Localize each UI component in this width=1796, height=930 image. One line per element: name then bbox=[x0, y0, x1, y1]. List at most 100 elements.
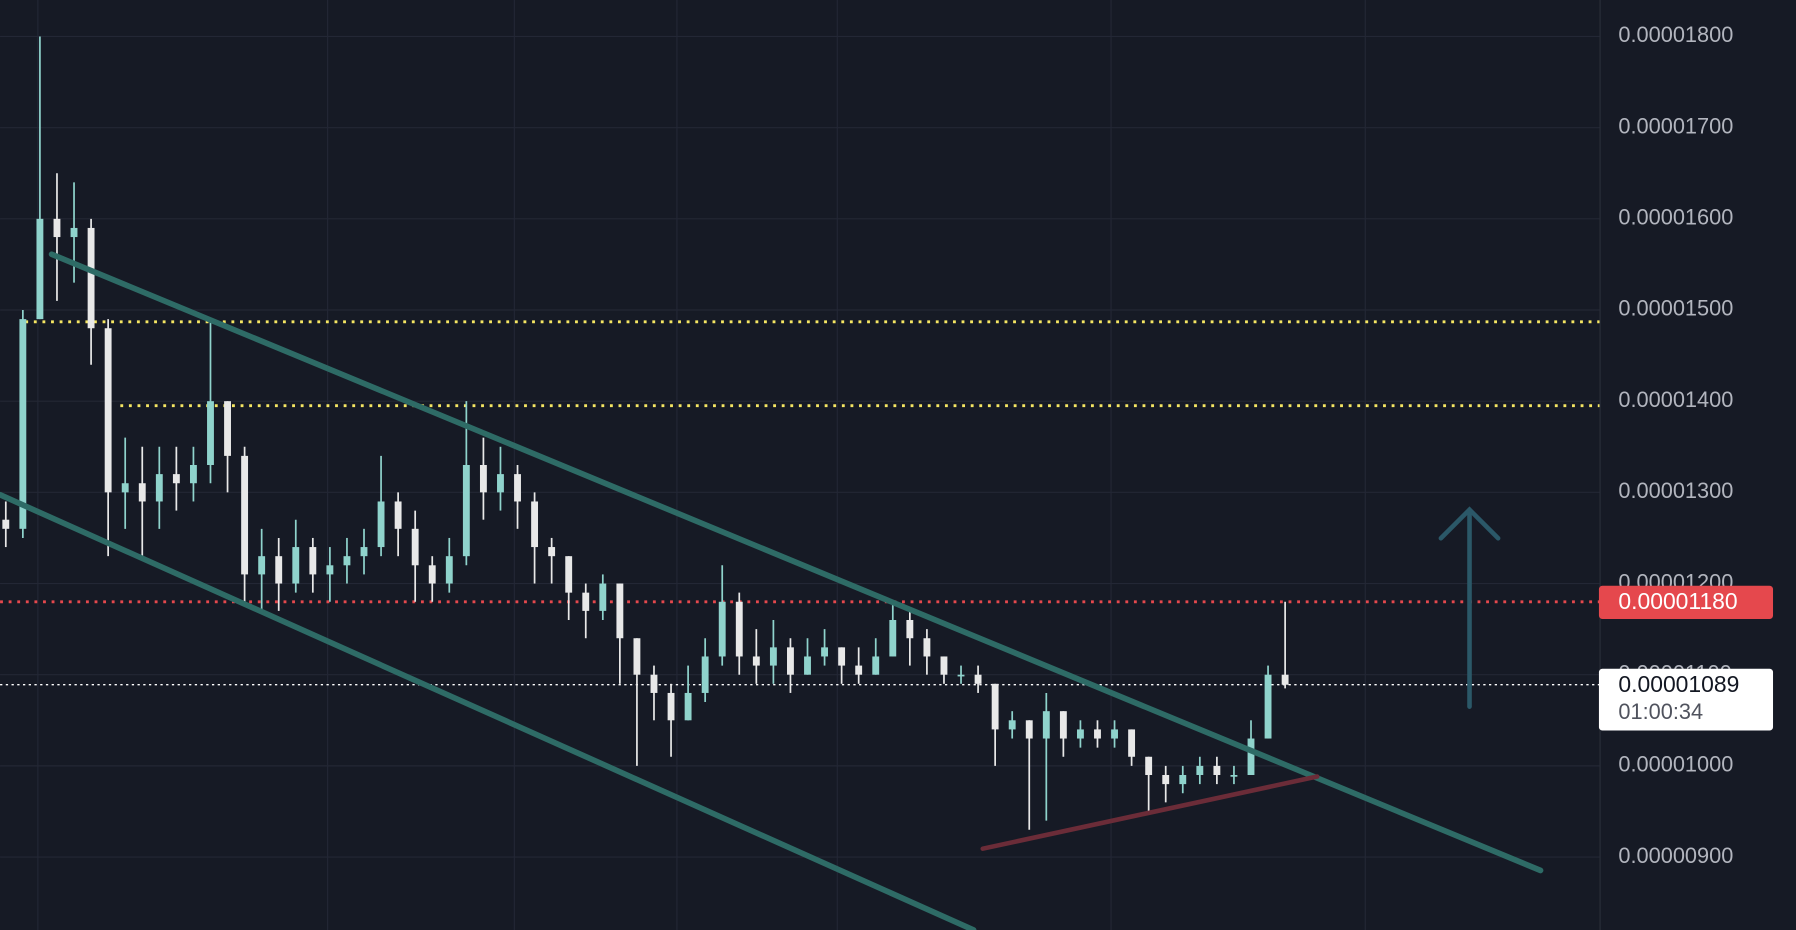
candle-body bbox=[633, 638, 641, 675]
candle-body bbox=[1059, 711, 1067, 739]
candle-body bbox=[104, 328, 112, 493]
candle-body bbox=[479, 465, 487, 493]
candle-body bbox=[1179, 775, 1187, 785]
drawings bbox=[0, 251, 1544, 930]
candle-body bbox=[974, 674, 982, 684]
candle-body bbox=[514, 474, 521, 502]
countdown: 01:00:34 bbox=[1618, 699, 1703, 724]
price-axis bbox=[1600, 0, 1796, 930]
current-price-label: 0.00001089 bbox=[1618, 671, 1739, 697]
candle-body bbox=[1230, 775, 1238, 777]
candle-body bbox=[258, 556, 266, 575]
y-tick-label: 0.00001000 bbox=[1618, 752, 1733, 777]
y-tick-label: 0.00001800 bbox=[1618, 22, 1733, 47]
candle-body bbox=[923, 638, 931, 657]
candle-body bbox=[1264, 674, 1272, 739]
candle-body bbox=[2, 519, 10, 529]
candle-body bbox=[36, 218, 44, 320]
candle-body bbox=[497, 474, 504, 493]
candle-body bbox=[701, 656, 709, 693]
candle-body bbox=[991, 683, 999, 730]
candle-body bbox=[224, 401, 231, 456]
candle-body bbox=[155, 474, 163, 502]
candle-body bbox=[428, 565, 436, 584]
candle-body bbox=[1076, 729, 1084, 739]
y-tick-label: 0.00001300 bbox=[1618, 478, 1733, 503]
candle-body bbox=[87, 227, 95, 329]
candle-body bbox=[804, 656, 811, 675]
candle-body bbox=[889, 620, 897, 657]
candle-body bbox=[343, 556, 351, 566]
y-tick-label: 0.00001400 bbox=[1618, 387, 1733, 412]
candle-body bbox=[735, 601, 743, 657]
candle-body bbox=[616, 583, 624, 639]
candle-body bbox=[411, 528, 419, 566]
candle-body bbox=[292, 547, 300, 584]
candle-body bbox=[326, 565, 334, 575]
candle-body bbox=[1042, 711, 1050, 739]
price-badge-label: 0.00001180 bbox=[1618, 588, 1737, 614]
candle-body bbox=[1281, 674, 1289, 685]
candle-body bbox=[684, 692, 692, 721]
candle-body bbox=[1247, 738, 1255, 775]
support-line bbox=[980, 774, 1320, 851]
candle-body bbox=[1213, 765, 1221, 775]
candle-body bbox=[53, 218, 61, 238]
y-tick-label: 0.00001600 bbox=[1618, 205, 1733, 230]
candle-body bbox=[548, 547, 556, 557]
candle-body bbox=[650, 674, 658, 693]
candle-body bbox=[445, 556, 453, 584]
vertical-grid bbox=[37, 0, 1366, 930]
candle-body bbox=[718, 601, 726, 657]
candle-body bbox=[940, 656, 948, 675]
candle-body bbox=[667, 692, 675, 721]
candle-body bbox=[565, 556, 573, 593]
channel-lower bbox=[0, 491, 977, 930]
levels bbox=[0, 320, 1601, 686]
current-price-badge bbox=[1598, 668, 1774, 731]
candle-body bbox=[19, 319, 27, 529]
candle-body bbox=[1196, 765, 1204, 775]
candle-body bbox=[752, 656, 760, 666]
candle-body bbox=[70, 227, 78, 238]
candle-body bbox=[957, 674, 965, 677]
candle-body bbox=[855, 665, 863, 675]
candle-body bbox=[1128, 729, 1136, 757]
candle-body bbox=[309, 547, 317, 575]
candle-body bbox=[906, 620, 914, 639]
candles bbox=[2, 36, 1289, 830]
candle-body bbox=[1094, 729, 1101, 739]
candle-body bbox=[787, 647, 794, 675]
candle-body bbox=[360, 547, 368, 557]
candle-body bbox=[1111, 729, 1118, 739]
candle-body bbox=[582, 592, 590, 611]
y-tick-label: 0.00001500 bbox=[1618, 296, 1733, 321]
candle-body bbox=[138, 483, 146, 502]
candle-body bbox=[769, 647, 777, 666]
arrow-head bbox=[1438, 506, 1501, 541]
channel-upper bbox=[48, 251, 1544, 874]
candle-body bbox=[838, 647, 846, 666]
horizontal-grid bbox=[0, 35, 1601, 858]
candle-body bbox=[1025, 720, 1033, 739]
candle-body bbox=[599, 583, 607, 611]
candle-body bbox=[1008, 720, 1016, 730]
candle-body bbox=[531, 501, 539, 548]
candle-body bbox=[821, 647, 828, 657]
price-badge bbox=[1598, 585, 1774, 619]
candle-body bbox=[275, 556, 283, 584]
candle-body bbox=[394, 501, 402, 529]
candle-body bbox=[189, 465, 197, 484]
y-tick-label: 0.00000900 bbox=[1618, 843, 1733, 868]
candle-body bbox=[207, 401, 214, 465]
candle-body bbox=[172, 474, 180, 484]
candle-body bbox=[1145, 756, 1153, 775]
candle-body bbox=[1162, 775, 1170, 785]
candle-body bbox=[121, 483, 129, 493]
candle-body bbox=[241, 455, 249, 575]
candle-body bbox=[872, 656, 880, 675]
